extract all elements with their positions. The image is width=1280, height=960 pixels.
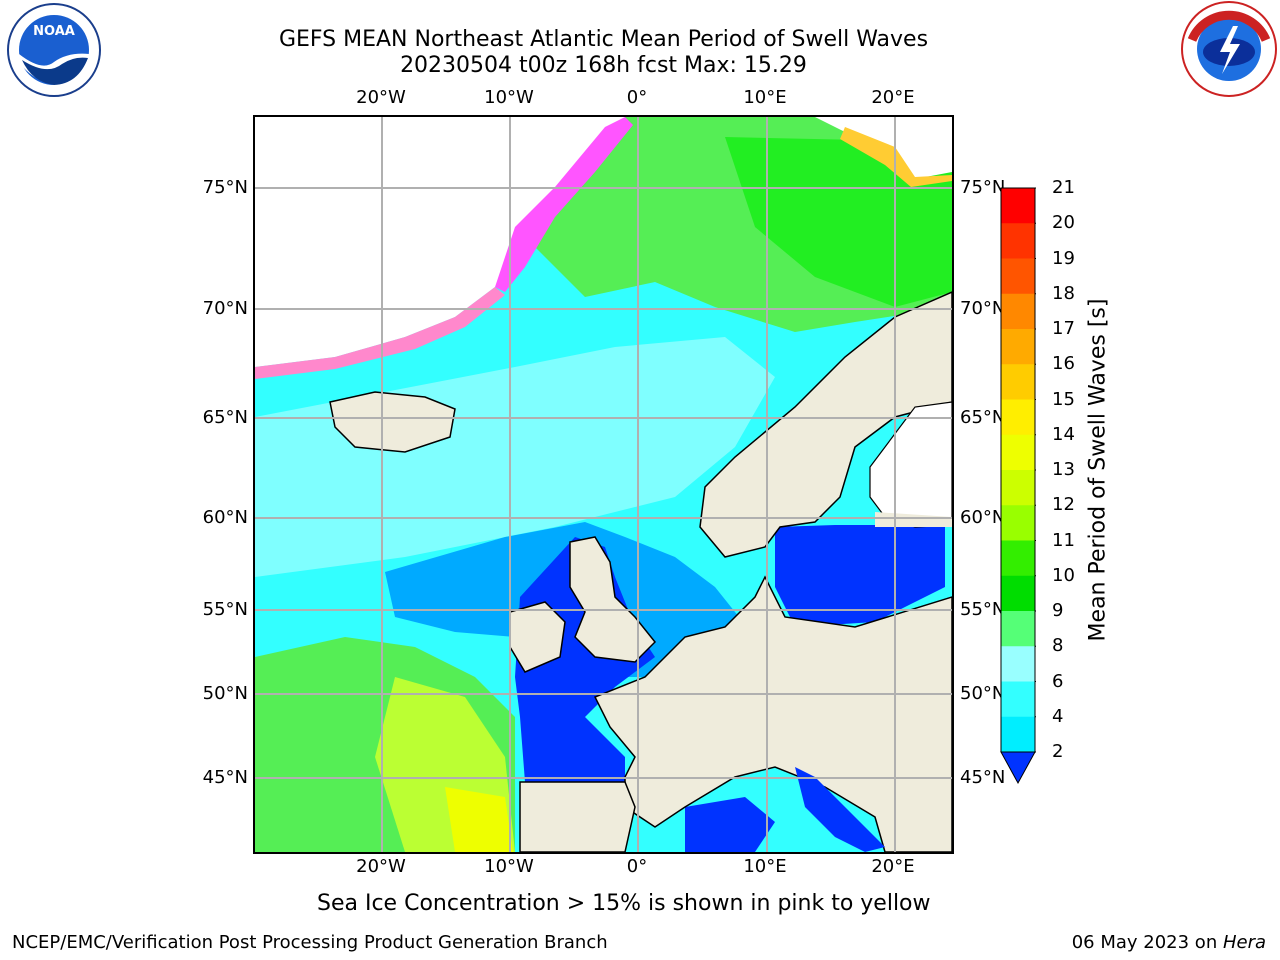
colorbar-tick: 21 — [1052, 177, 1075, 198]
chart-title: GEFS MEAN Northeast Atlantic Mean Period… — [278, 27, 929, 52]
lat-label-left: 45°N — [202, 767, 248, 788]
lon-label-bottom: 20°W — [356, 856, 406, 877]
swell-region-baltic — [775, 525, 945, 627]
colorbar-tick: 11 — [1052, 529, 1075, 551]
colorbar-segment — [1001, 716, 1035, 753]
adriatic — [795, 767, 885, 852]
colorbar-segment — [1001, 434, 1035, 471]
map-panel — [253, 115, 954, 854]
colorbar-segment — [1001, 681, 1035, 718]
lat-label-left: 50°N — [202, 683, 248, 704]
noaa-logo-icon: NOAA — [7, 3, 101, 97]
lat-label-right: 75°N — [960, 177, 1006, 198]
swell-region-mediterranean — [685, 797, 775, 852]
colorbar-segment — [1001, 611, 1035, 647]
colorbar-segment — [1001, 223, 1035, 259]
lat-label-right: 50°N — [960, 683, 1006, 704]
colorbar-tick: 16 — [1052, 353, 1075, 375]
colorbar-tick: 18 — [1052, 282, 1075, 304]
map-canvas — [255, 117, 952, 852]
lon-label-bottom: 10°E — [743, 856, 787, 877]
lat-label-left: 70°N — [202, 298, 248, 319]
lat-label-right: 45°N — [960, 767, 1006, 788]
lat-label-right: 70°N — [960, 298, 1006, 319]
sea-ice-note: Sea Ice Concentration > 15% is shown in … — [317, 891, 931, 916]
chart-subtitle: 20230504 t00z 168h fcst Max: 15.29 — [400, 53, 807, 78]
colorbar-tick: 6 — [1052, 670, 1064, 692]
colorbar-label: Mean Period of Swell Waves [s] — [1085, 298, 1111, 642]
colorbar-segment — [1001, 258, 1035, 295]
colorbar-segment — [1001, 293, 1035, 330]
colorbar-segment — [1001, 505, 1035, 541]
lat-label-right: 65°N — [960, 407, 1006, 428]
colorbar-tick: 17 — [1052, 318, 1075, 339]
credit-line: NCEP/EMC/Verification Post Processing Pr… — [12, 932, 608, 953]
colorbar-tick: 15 — [1052, 388, 1075, 410]
swell-region-biscay — [515, 537, 655, 782]
colorbar-tick: 2 — [1052, 741, 1064, 762]
lon-label-top: 20°W — [356, 87, 406, 108]
sea-ice-edge — [495, 117, 633, 292]
scandinavia — [699, 291, 952, 558]
greenland — [255, 117, 625, 367]
colorbar-segment — [1001, 575, 1035, 612]
lat-label-left: 55°N — [202, 599, 248, 620]
colorbar-segment — [1001, 399, 1035, 436]
colorbar-segment — [1001, 470, 1035, 506]
lon-label-bottom: 10°W — [484, 856, 534, 877]
lon-label-bottom: 20°E — [871, 856, 915, 877]
lat-label-left: 65°N — [202, 407, 248, 428]
iceland — [329, 391, 456, 453]
colorbar — [1000, 187, 1036, 785]
lat-label-right: 55°N — [960, 599, 1006, 620]
colorbar-segment — [1001, 329, 1035, 365]
colorbar-segment — [1001, 188, 1035, 224]
colorbar-tick: 12 — [1052, 494, 1075, 516]
lat-label-left: 60°N — [202, 507, 248, 528]
great-britain — [569, 536, 657, 663]
sea-ice-edge-south — [255, 287, 505, 379]
nws-logo-icon — [1181, 1, 1277, 97]
lat-label-left: 75°N — [202, 177, 248, 198]
colorbar-segment — [1001, 364, 1035, 400]
lon-label-top: 10°W — [484, 87, 534, 108]
date-line: 06 May 2023 on Hera — [1072, 932, 1266, 953]
colorbar-tick: 14 — [1052, 423, 1075, 445]
swell-region-southwest-peak — [445, 787, 513, 852]
colorbar-tick: 13 — [1052, 459, 1075, 480]
lon-label-top: 20°E — [871, 87, 915, 108]
colorbar-tick: 10 — [1052, 564, 1075, 586]
host-name: Hera — [1222, 932, 1266, 953]
graticule — [255, 117, 952, 852]
lon-label-top: 0° — [626, 87, 648, 108]
colorbar-extend-arrow — [1000, 751, 1036, 785]
colorbar-segment — [1001, 646, 1035, 682]
continental-europe — [593, 575, 952, 852]
lon-label-bottom: 0° — [626, 856, 648, 877]
lat-label-right: 60°N — [960, 507, 1006, 528]
colorbar-tick: 8 — [1052, 635, 1064, 657]
iberia — [519, 781, 636, 852]
date-text: 06 May 2023 on — [1071, 932, 1223, 953]
colorbar-tick: 19 — [1052, 247, 1075, 269]
colorbar-tick: 9 — [1052, 600, 1064, 621]
colorbar-segment — [1001, 540, 1035, 577]
lon-label-top: 10°E — [743, 87, 787, 108]
noaa-logo-text: NOAA — [33, 24, 75, 39]
colorbar-tick: 4 — [1052, 705, 1064, 727]
colorbar-tick: 20 — [1052, 212, 1075, 234]
